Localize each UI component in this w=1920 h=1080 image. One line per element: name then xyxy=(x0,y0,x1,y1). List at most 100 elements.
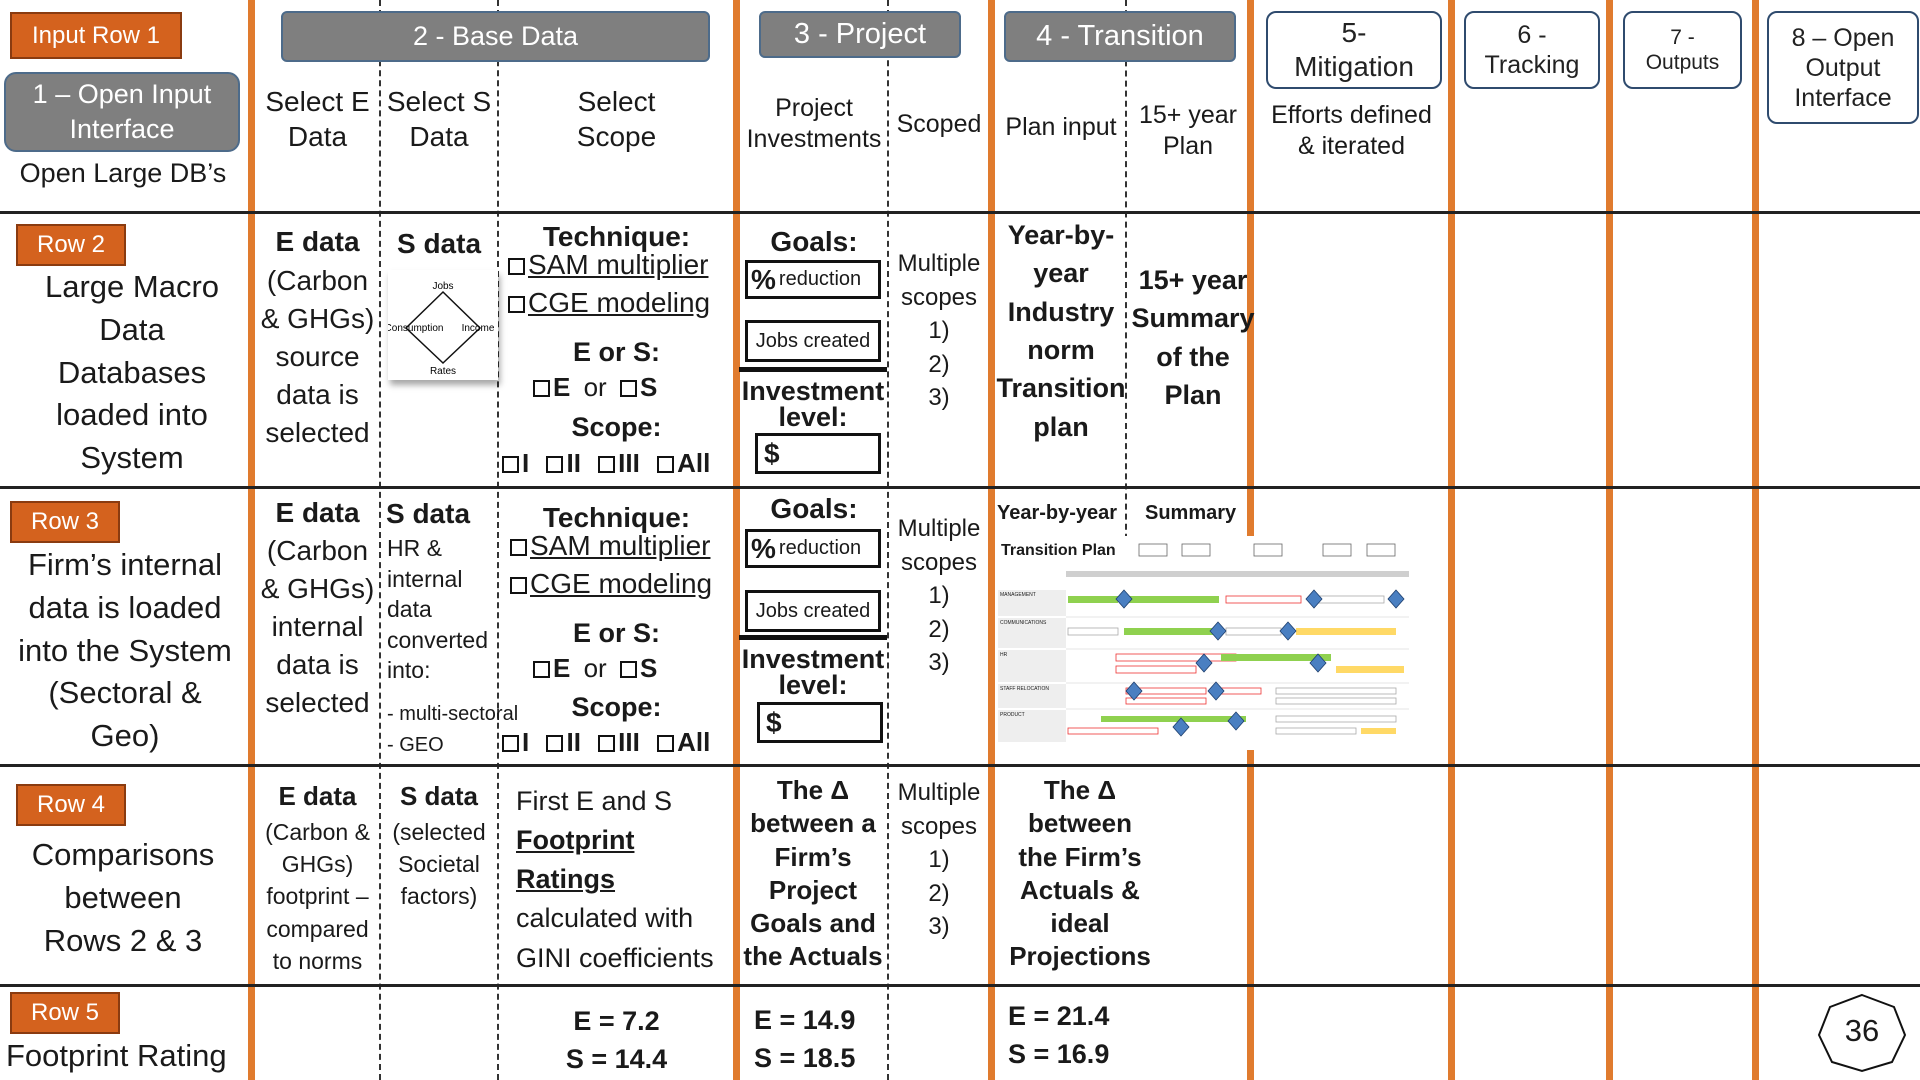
row2-scope-label: Scope: xyxy=(571,412,662,442)
row3-cge-label: CGE modeling xyxy=(530,568,713,599)
row3-tag: Row 3 xyxy=(10,501,120,543)
row5-tag: Row 5 xyxy=(10,992,120,1034)
mitigation-button[interactable]: 5- Mitigation xyxy=(1266,11,1442,89)
row3-scope-label: Scope: xyxy=(571,692,662,722)
gantt-row-product: PRODUCT xyxy=(1000,712,1025,718)
row2-e-option[interactable]: E xyxy=(533,372,570,402)
project-button[interactable]: 3 - Project xyxy=(759,11,961,58)
row3-s-text: HR & internal data converted into: xyxy=(387,535,489,684)
row2-cge-option[interactable]: CGE modeling xyxy=(508,287,710,319)
row3-sam-option[interactable]: SAM multiplier xyxy=(510,530,710,562)
row3-sam-label: SAM multiplier xyxy=(530,530,711,561)
row2-dollar-input[interactable]: $ xyxy=(755,433,881,474)
row2-sam-option[interactable]: SAM multiplier xyxy=(508,249,708,281)
row4-transition-delta: The Δ between the Firm’s Actuals & ideal… xyxy=(1009,775,1151,972)
page-number-badge: 36 xyxy=(1816,992,1908,1074)
jobs-income-diagram: Jobs Consumption Income Rates xyxy=(385,270,498,380)
diagram-bottom-label: Rates xyxy=(430,366,456,377)
row2-divider-bar xyxy=(739,367,887,372)
row2-scope-ii[interactable]: II xyxy=(546,448,581,478)
row3-jobs-created-box[interactable]: Jobs created xyxy=(745,590,881,632)
row-divider xyxy=(0,764,1920,767)
base-data-button[interactable]: 2 - Base Data xyxy=(281,11,710,62)
row3-scope-all[interactable]: All xyxy=(657,727,710,757)
row4-ratings: Ratings xyxy=(516,864,616,895)
row3-e-text: (Carbon & GHGs) internal data is selecte… xyxy=(260,535,375,719)
row4-scope-line-4: calculated with xyxy=(516,903,694,934)
row-divider xyxy=(0,211,1920,214)
gantt-row-management: MANAGEMENT xyxy=(1000,592,1036,598)
row2-s-option[interactable]: S xyxy=(619,372,657,402)
select-scope-label: Select Scope xyxy=(576,86,657,152)
row3-e-option[interactable]: E xyxy=(533,653,570,683)
row-divider xyxy=(0,486,1920,489)
row2-e-text: (Carbon & GHGs) source data is selected xyxy=(260,265,375,449)
row3-s-item-multisectoral: - multi-sectoral xyxy=(387,703,519,725)
row3-summary-label: Summary xyxy=(1145,502,1237,524)
tracking-button[interactable]: 6 - Tracking xyxy=(1464,11,1600,89)
row2-cge-label: CGE modeling xyxy=(528,287,711,318)
row4-scope-text: First E and S Footprint Ratings calculat… xyxy=(516,782,714,978)
open-output-interface-button[interactable]: 8 – Open Output Interface xyxy=(1767,11,1919,124)
row2-multiple-scopes: Multiple scopes 1) 2) 3) xyxy=(897,250,981,412)
row3-divider-bar xyxy=(739,635,887,640)
row4-s-text: (selected Societal factors) xyxy=(392,819,486,910)
row2-description: Large Macro Data Databases loaded into S… xyxy=(44,269,220,476)
row2-scope-all[interactable]: All xyxy=(657,448,710,478)
row2-goals-label: Goals: xyxy=(770,226,858,257)
row2-e-or-s-options: E or S xyxy=(533,372,657,403)
row2-scope-iii[interactable]: III xyxy=(598,448,640,478)
row3-scope-iii[interactable]: III xyxy=(598,727,640,757)
select-s-data-label: Select S Data xyxy=(386,86,492,152)
transition-button[interactable]: 4 - Transition xyxy=(1004,11,1236,62)
row3-cge-option[interactable]: CGE modeling xyxy=(510,568,712,600)
column-divider xyxy=(1752,0,1759,1080)
row4-description: Comparisons between Rows 2 & 3 xyxy=(31,837,215,958)
gantt-row-communications: COMMUNICATIONS xyxy=(1000,620,1047,626)
row3-s-title: S data xyxy=(386,498,471,529)
row5-transition-s: S = 16.9 xyxy=(1008,1039,1110,1069)
plan-15-label: 15+ year Plan xyxy=(1139,101,1237,161)
row3-investment-label: Investment level: xyxy=(741,644,885,700)
row3-scope-ii[interactable]: II xyxy=(546,727,581,757)
row4-tag: Row 4 xyxy=(16,784,126,826)
column-divider xyxy=(988,0,995,1080)
column-divider xyxy=(1247,750,1254,1080)
row3-s-option[interactable]: S xyxy=(619,653,657,683)
dashed-divider xyxy=(497,0,499,1080)
row3-e-or-s-options: E or S xyxy=(533,653,657,684)
open-large-dbs-text: Open Large DB’s xyxy=(19,158,227,188)
input-row-tag: Input Row 1 xyxy=(10,12,182,59)
row2-scope-options: I II III All xyxy=(502,448,710,479)
row3-reduction-box[interactable]: % reduction xyxy=(745,529,881,568)
outputs-button[interactable]: 7 - Outputs xyxy=(1623,11,1742,89)
open-input-interface-button[interactable]: 1 – Open Input Interface xyxy=(4,72,240,152)
row3-dollar-input[interactable]: $ xyxy=(757,702,883,743)
row2-jobs-created-box[interactable]: Jobs created xyxy=(745,320,881,362)
dashed-divider xyxy=(379,0,381,1080)
transition-plan-gantt: Transition Plan xyxy=(996,536,1416,746)
row2-technique-label: Technique: xyxy=(542,221,691,252)
column-divider xyxy=(1247,0,1254,540)
row3-e-or-s-label: E or S: xyxy=(572,618,660,648)
row5-transition-e: E = 21.4 xyxy=(1008,1001,1110,1031)
row3-scope-i[interactable]: I xyxy=(502,727,529,757)
column-divider xyxy=(248,0,255,1080)
gantt-title: Transition Plan xyxy=(1001,542,1116,559)
row5-project-e: E = 14.9 xyxy=(754,1005,856,1035)
row2-s-title: S data xyxy=(396,228,482,259)
gantt-row-staff-relocation: STAFF RELOCATION xyxy=(1000,686,1049,692)
column-divider xyxy=(1448,0,1455,1080)
diagram-top-label: Jobs xyxy=(432,281,453,292)
row5-project-s: S = 18.5 xyxy=(754,1043,856,1073)
row5-scope-e: E = 7.2 xyxy=(573,1006,660,1036)
row2-transition-plan: Year-by- year Industry norm Transition p… xyxy=(996,220,1126,442)
row2-scope-i[interactable]: I xyxy=(502,448,529,478)
column-divider xyxy=(733,0,740,1080)
row2-reduction-box[interactable]: % reduction xyxy=(745,260,881,299)
row3-s-item-geo: - GEO xyxy=(387,734,444,756)
dashed-divider xyxy=(1125,0,1127,570)
row2-sam-label: SAM multiplier xyxy=(528,249,709,280)
row-divider xyxy=(0,984,1920,987)
row4-scope-line-5: GINI coefficients xyxy=(516,942,714,973)
